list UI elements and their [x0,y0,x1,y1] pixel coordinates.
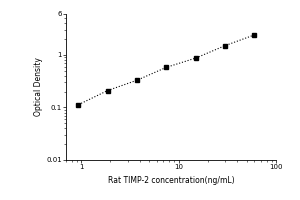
X-axis label: Rat TIMP-2 concentration(ng/mL): Rat TIMP-2 concentration(ng/mL) [108,176,234,185]
Y-axis label: Optical Density: Optical Density [34,58,43,116]
